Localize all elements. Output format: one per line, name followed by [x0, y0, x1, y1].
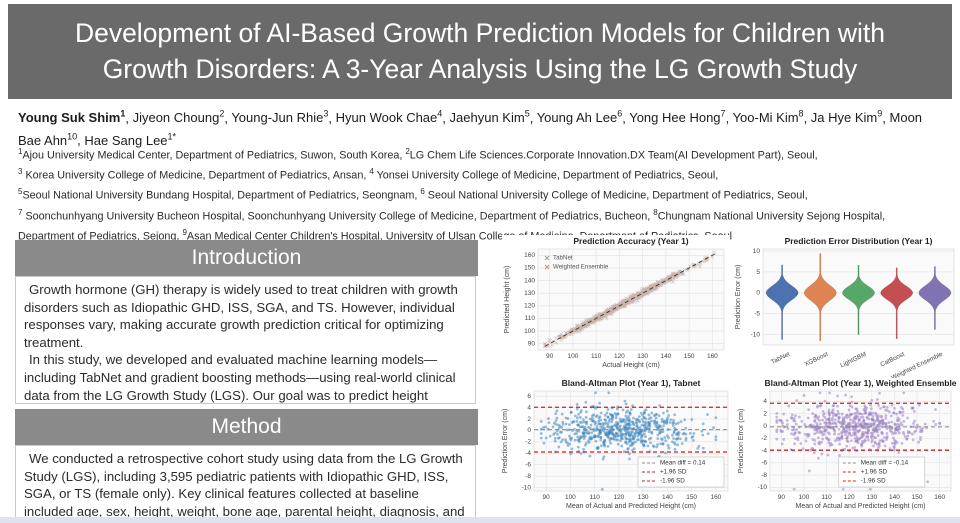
author-name: Jiyeon Choung2: [132, 109, 225, 126]
method-heading-bar: Method: [15, 409, 478, 445]
author-name: Hae Sang Lee1*: [84, 131, 177, 148]
error-distribution-chart: [733, 235, 958, 378]
prediction-accuracy-chart: [502, 235, 730, 378]
section-paragraph: Growth hormone (GH) therapy is widely us…: [24, 282, 458, 350]
affiliation-line: 5Seoul National University Bundang Hospi…: [18, 187, 808, 202]
introduction-text-box: Growth hormone (GH) therapy is widely us…: [15, 276, 476, 404]
affiliation-line: 3 Korea University College of Medicine, …: [18, 167, 719, 182]
author-name: Jaehyun Kim5: [449, 109, 530, 126]
affiliation-line: 1Ajou University Medical Center, Departm…: [18, 147, 818, 162]
bland-altman-tabnet-chart: [500, 378, 735, 518]
section-paragraph: We conducted a retrospective cohort stud…: [24, 451, 465, 517]
poster-title: Development of AI-Based Growth Predictio…: [74, 17, 886, 84]
introduction-heading-bar: Introduction: [15, 240, 478, 276]
author-name: Young Ah Lee6: [536, 109, 623, 126]
introduction-heading: Introduction: [191, 246, 302, 269]
affiliation-line: 7 Soonchunhyang University Bucheon Hospi…: [18, 207, 886, 223]
method-text-box: We conducted a retrospective cohort stud…: [15, 445, 476, 517]
author-name: Hyun Wook Chae4: [335, 109, 443, 126]
method-heading: Method: [211, 415, 282, 438]
bland-altman-ensemble-chart: [736, 378, 958, 518]
author-name: Yong Hee Hong7: [629, 109, 726, 126]
slide-bottom-edge: [0, 517, 960, 523]
author-name: Ja Hye Kim9: [810, 109, 883, 126]
author-name: Moon Bae Ahn10: [18, 110, 923, 148]
author-name: Yoo-Mi Kim8: [732, 109, 804, 126]
author-name: Young-Jun Rhie3: [231, 109, 329, 126]
authors-line: Young Suk Shim1, Jiyeon Choung2, Young-J…: [18, 109, 923, 148]
author-name: Young Suk Shim1: [18, 109, 126, 126]
section-paragraph: In this study, we developed and evaluate…: [24, 352, 456, 403]
title-banner: Development of AI-Based Growth Predictio…: [8, 4, 952, 99]
